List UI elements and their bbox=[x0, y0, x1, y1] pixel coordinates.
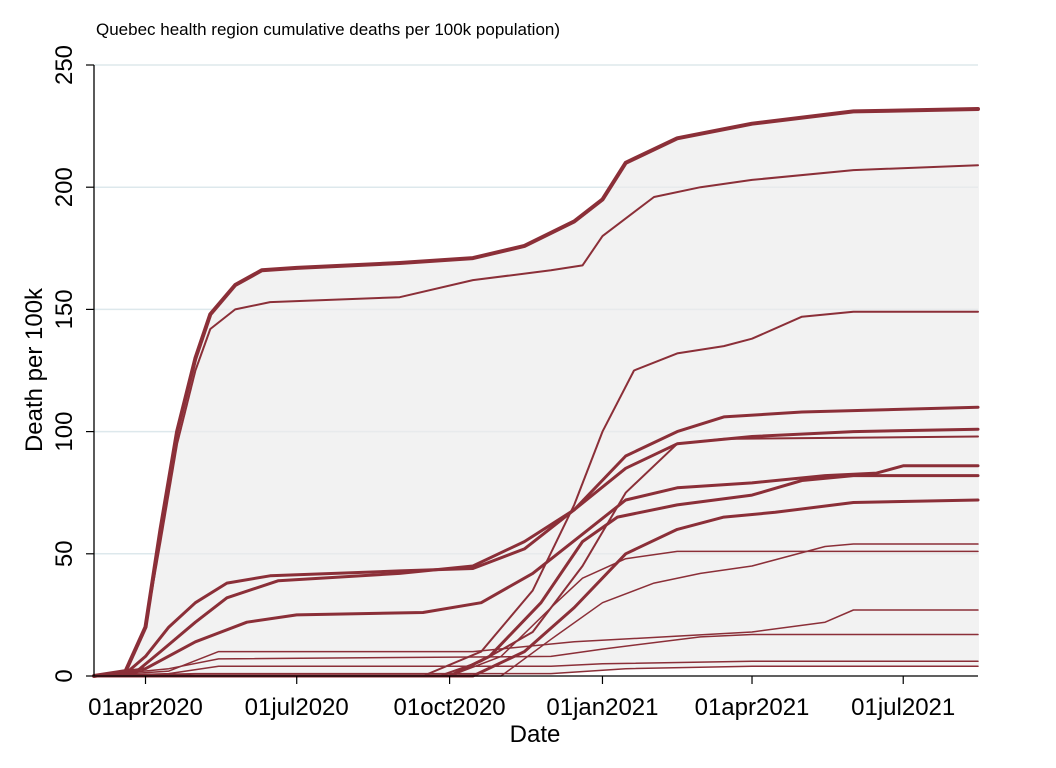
series-line-3 bbox=[93, 310, 979, 677]
y-tick-label: 100 bbox=[51, 412, 78, 452]
series-line-6 bbox=[93, 435, 979, 677]
x-tick-label: 01jul2021 bbox=[851, 694, 955, 721]
series-line-11 bbox=[93, 543, 979, 677]
series-line-8 bbox=[92, 474, 980, 678]
series-lines bbox=[92, 107, 980, 678]
x-tick-label: 01jan2021 bbox=[546, 694, 658, 721]
x-tick-label: 01apr2020 bbox=[88, 694, 203, 721]
series-line-10 bbox=[93, 550, 979, 677]
y-tick-label: 50 bbox=[51, 540, 78, 567]
series-line-13 bbox=[93, 633, 979, 677]
x-tick-label: 01apr2021 bbox=[695, 694, 810, 721]
y-tick-label: 0 bbox=[51, 669, 78, 682]
series-line-1 bbox=[92, 107, 980, 678]
x-axis-title: Date bbox=[510, 721, 561, 748]
range-band bbox=[107, 108, 979, 676]
y-tick-label: 200 bbox=[51, 167, 78, 207]
series-line-2 bbox=[93, 164, 979, 677]
y-axis-title: Death per 100k bbox=[21, 287, 48, 452]
y-tick-label: 250 bbox=[51, 45, 78, 85]
x-tick-label: 01jul2020 bbox=[245, 694, 349, 721]
x-tick-label: 01oct2020 bbox=[394, 694, 506, 721]
series-line-12 bbox=[93, 609, 979, 677]
y-tick-label: 150 bbox=[51, 289, 78, 329]
chart-title: Quebec health region cumulative deaths p… bbox=[96, 20, 561, 39]
series-line-9 bbox=[92, 498, 980, 678]
series-line-15 bbox=[93, 665, 979, 677]
axes: 0 50 100 150 200 250 01apr2020 01jul2020 01oct20… bbox=[51, 45, 978, 721]
